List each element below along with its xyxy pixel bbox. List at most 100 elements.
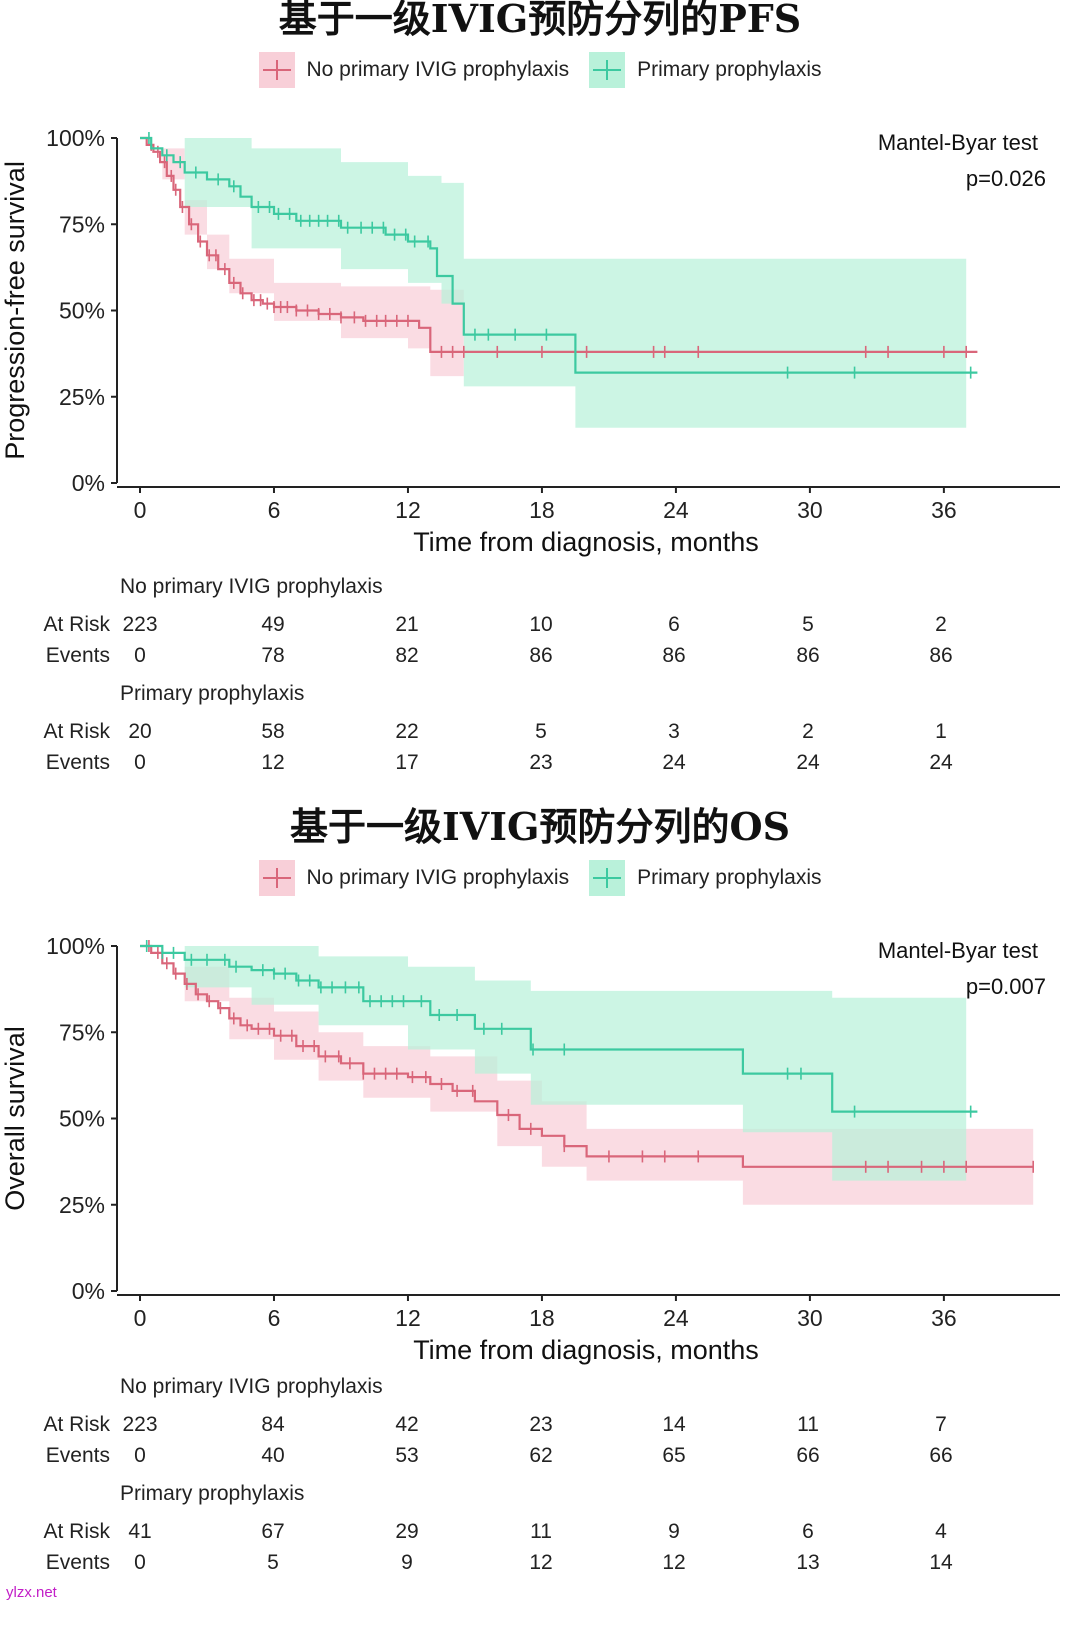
pfs-y-axis-title: Progression-free survival bbox=[0, 161, 30, 460]
pfs-risk-cell-primary-at-risk: 20 bbox=[128, 720, 152, 743]
os-y-tick-label: 100% bbox=[46, 933, 105, 959]
os-risk-cell-primary-events: 12 bbox=[529, 1551, 553, 1574]
os-risk-cell-no-ivig-events: 53 bbox=[395, 1444, 419, 1467]
pfs-risk-row-label-at-risk: At Risk bbox=[43, 720, 110, 743]
os-risk-cell-no-ivig-events: 62 bbox=[529, 1444, 553, 1467]
os-ci-band-primary bbox=[140, 946, 967, 1181]
pfs-risk-row-label-events: Events bbox=[45, 644, 110, 667]
pfs-risk-cell-no-ivig-at-risk: 10 bbox=[529, 613, 553, 636]
pfs-x-tick-label: 6 bbox=[268, 497, 281, 523]
os-x-tick-label: 36 bbox=[931, 1305, 957, 1331]
os-x-tick-label: 12 bbox=[395, 1305, 421, 1331]
pfs-p-value: p=0.026 bbox=[966, 166, 1046, 191]
os-risk-group-no-ivig: No primary IVIG prophylaxis bbox=[120, 1375, 383, 1398]
pfs-risk-row-label-at-risk: At Risk bbox=[43, 613, 110, 636]
pfs-risk-group-primary: Primary prophylaxis bbox=[120, 682, 305, 705]
pfs-plot: 0% 25% 50% 75% 100% 0 6 12 18 24 30 36 Time from dia… bbox=[0, 125, 1060, 557]
os-risk-cell-no-ivig-events: 66 bbox=[929, 1444, 953, 1467]
os-risk-cell-no-ivig-events: 40 bbox=[261, 1444, 285, 1467]
pfs-risk-cell-no-ivig-events: 86 bbox=[529, 644, 553, 667]
os-risk-cell-no-ivig-events: 0 bbox=[134, 1444, 146, 1467]
pfs-legend-item-primary: Primary prophylaxis bbox=[589, 52, 821, 88]
pfs-risk-cell-no-ivig-at-risk: 21 bbox=[395, 613, 419, 636]
pfs-risk-cell-no-ivig-at-risk: 223 bbox=[122, 613, 158, 636]
pfs-risk-cell-primary-at-risk: 5 bbox=[535, 720, 547, 743]
os-plot: 0% 25% 50% 75% 100% 0 6 12 18 24 30 36 Time from dia… bbox=[0, 933, 1060, 1365]
os-risk-cell-primary-events: 12 bbox=[662, 1551, 686, 1574]
os-p-value: p=0.007 bbox=[966, 974, 1046, 999]
os-risk-cell-primary-at-risk: 11 bbox=[530, 1520, 552, 1543]
pfs-y-tick-label: 100% bbox=[46, 125, 105, 151]
os-x-tick-label: 18 bbox=[529, 1305, 555, 1331]
os-risk-cell-no-ivig-at-risk: 11 bbox=[797, 1413, 819, 1436]
os-y-tick-label: 0% bbox=[72, 1278, 105, 1304]
pfs-risk-cell-primary-events: 24 bbox=[662, 751, 686, 774]
os-y-axis-title: Overall survival bbox=[0, 1026, 30, 1211]
pfs-risk-cell-primary-events: 23 bbox=[529, 751, 553, 774]
os-risk-cell-no-ivig-at-risk: 42 bbox=[395, 1413, 419, 1436]
pfs-risk-cell-primary-events: 0 bbox=[134, 751, 146, 774]
pfs-risk-cell-primary-at-risk: 22 bbox=[395, 720, 419, 743]
pfs-risk-cell-primary-events: 24 bbox=[929, 751, 953, 774]
os-panel: 基于一级IVIG预防分列的OS No primary IVIG prophyla… bbox=[0, 804, 1080, 1605]
os-legend-label-no-ivig: No primary IVIG prophylaxis bbox=[306, 866, 570, 889]
pfs-x-tick-label: 18 bbox=[529, 497, 555, 523]
pfs-legend-key-primary bbox=[589, 52, 626, 88]
pfs-risk-cell-no-ivig-at-risk: 5 bbox=[802, 613, 814, 636]
os-risk-cell-no-ivig-at-risk: 223 bbox=[122, 1413, 158, 1436]
pfs-legend-key-no-ivig bbox=[258, 52, 295, 88]
pfs-y-tick-label: 25% bbox=[59, 384, 105, 410]
os-legend-item-primary: Primary prophylaxis bbox=[589, 860, 821, 896]
pfs-risk-table: No primary IVIG prophylaxis At Risk 223 49 2… bbox=[0, 575, 1080, 835]
pfs-risk-cell-no-ivig-events: 86 bbox=[929, 644, 953, 667]
pfs-risk-cell-primary-at-risk: 3 bbox=[668, 720, 680, 743]
pfs-ci-band-primary bbox=[140, 138, 967, 428]
os-risk-cell-primary-at-risk: 6 bbox=[802, 1520, 814, 1543]
os-risk-group-primary: Primary prophylaxis bbox=[120, 1482, 305, 1505]
os-legend: No primary IVIG prophylaxis Primary prop… bbox=[0, 860, 1080, 896]
pfs-risk-cell-no-ivig-at-risk: 2 bbox=[935, 613, 947, 636]
os-risk-cell-no-ivig-at-risk: 14 bbox=[662, 1413, 686, 1436]
os-risk-cell-primary-at-risk: 29 bbox=[395, 1520, 419, 1543]
os-chart-title: 基于一级IVIG预防分列的OS bbox=[289, 804, 791, 849]
os-ci-band-no-ivig bbox=[140, 946, 1034, 1205]
os-y-tick-label: 25% bbox=[59, 1192, 105, 1218]
os-risk-cell-primary-events: 13 bbox=[796, 1551, 820, 1574]
os-survival-line-primary bbox=[140, 944, 978, 1113]
os-risk-cell-no-ivig-at-risk: 7 bbox=[935, 1413, 947, 1436]
os-risk-row-label-events: Events bbox=[45, 1444, 110, 1467]
pfs-y-tick-label: 75% bbox=[59, 211, 105, 237]
os-legend-item-no-ivig: No primary IVIG prophylaxis bbox=[258, 860, 570, 896]
os-risk-cell-primary-at-risk: 4 bbox=[935, 1520, 947, 1543]
os-legend-label-primary: Primary prophylaxis bbox=[637, 866, 822, 889]
pfs-x-tick-label: 30 bbox=[797, 497, 823, 523]
pfs-legend-label-no-ivig: No primary IVIG prophylaxis bbox=[306, 58, 570, 81]
pfs-risk-cell-no-ivig-at-risk: 49 bbox=[261, 613, 285, 636]
os-risk-cell-primary-events: 0 bbox=[134, 1551, 146, 1574]
os-x-tick-label: 30 bbox=[797, 1305, 823, 1331]
pfs-risk-cell-no-ivig-events: 0 bbox=[134, 644, 146, 667]
pfs-test-name: Mantel-Byar test bbox=[878, 130, 1038, 155]
pfs-risk-cell-primary-events: 17 bbox=[395, 751, 419, 774]
os-risk-cell-primary-events: 5 bbox=[267, 1551, 279, 1574]
os-risk-cell-no-ivig-at-risk: 23 bbox=[529, 1413, 553, 1436]
os-test-name: Mantel-Byar test bbox=[878, 938, 1038, 963]
os-legend-key-no-ivig bbox=[258, 860, 295, 896]
os-risk-cell-no-ivig-events: 65 bbox=[662, 1444, 686, 1467]
pfs-x-axis-title: Time from diagnosis, months bbox=[413, 527, 759, 557]
pfs-risk-cell-primary-events: 12 bbox=[261, 751, 285, 774]
watermark: ylzx.net bbox=[6, 1584, 57, 1601]
os-risk-row-label-at-risk: At Risk bbox=[43, 1413, 110, 1436]
os-risk-row-label-events: Events bbox=[45, 1551, 110, 1574]
pfs-risk-cell-no-ivig-events: 78 bbox=[261, 644, 285, 667]
os-risk-cell-primary-events: 14 bbox=[929, 1551, 953, 1574]
pfs-risk-cell-no-ivig-events: 82 bbox=[395, 644, 419, 667]
pfs-panel: 基于一级IVIG预防分列的PFS No primary IVIG prophyl… bbox=[0, 0, 1080, 800]
pfs-ci-band-no-ivig bbox=[140, 138, 464, 377]
os-risk-cell-primary-at-risk: 9 bbox=[668, 1520, 680, 1543]
os-risk-cell-no-ivig-events: 66 bbox=[796, 1444, 820, 1467]
os-x-tick-label: 24 bbox=[663, 1305, 689, 1331]
pfs-risk-group-no-ivig: No primary IVIG prophylaxis bbox=[120, 575, 383, 598]
os-y-tick-label: 75% bbox=[59, 1019, 105, 1045]
os-risk-cell-primary-at-risk: 67 bbox=[261, 1520, 285, 1543]
